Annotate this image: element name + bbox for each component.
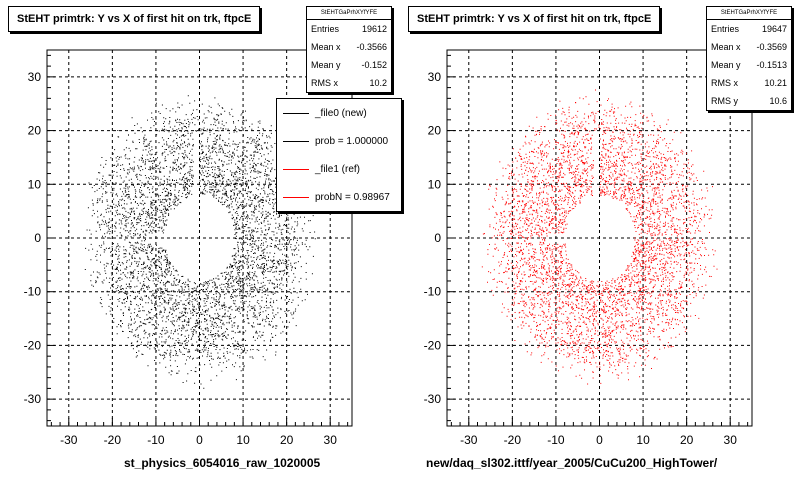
legend-item-file0: _file0 (new)	[277, 99, 401, 127]
legend-swatch	[283, 196, 309, 198]
stats-label: Mean y	[711, 60, 741, 70]
stats-label: Entries	[311, 24, 340, 34]
y-tick-label: 30	[428, 70, 442, 84]
legend-swatch	[283, 168, 309, 170]
x-tick-label: 0	[196, 433, 203, 447]
y-tick-label: -30	[424, 392, 442, 406]
y-tick-label: -10	[424, 285, 442, 299]
y-tick-label: -10	[24, 285, 42, 299]
legend-label: _file1 (ref)	[315, 163, 361, 175]
scatter-points	[481, 89, 718, 385]
legend-swatch	[283, 140, 309, 142]
grid	[47, 50, 352, 426]
x-tick-label: -30	[60, 433, 78, 447]
y-tick-label: 0	[434, 231, 441, 245]
left-panel: -30 -20 -10 0 10 20 30 -30 -20 -10 0 10 20 30 StEHT p…	[8, 6, 402, 470]
legend-item-file1: _file1 (ref)	[277, 155, 401, 183]
stats-row-entries: Entries 19612	[307, 20, 391, 38]
stats-value: -0.3566	[356, 42, 387, 52]
stats-value: 10.21	[764, 78, 787, 88]
legend-swatch	[283, 112, 309, 114]
x-tick-label: 20	[280, 433, 294, 447]
stats-label: Entries	[711, 24, 740, 34]
x-tick-label: -30	[460, 433, 478, 447]
stats-value: -0.1513	[756, 60, 787, 70]
y-tick-label: -20	[24, 338, 42, 352]
legend-label: _file0 (new)	[315, 107, 367, 119]
x-tick-label: -10	[547, 433, 565, 447]
x-tick-label: -10	[147, 433, 165, 447]
stats-label: RMS x	[711, 78, 738, 88]
legend-box: _file0 (new) prob = 1.000000 _file1 (ref…	[276, 98, 402, 212]
stats-row-rms-x: RMS x 10.2	[307, 74, 391, 92]
left-plot-title: StEHT primtrk: Y vs X of first hit on tr…	[8, 6, 261, 32]
right-scatter-plot: -30 -20 -10 0 10 20 30 -30 -20 -10 0 10 20 30	[424, 49, 753, 447]
stats-row-rms-y: RMS y 10.6	[707, 92, 791, 110]
y-tick-label: 0	[34, 231, 41, 245]
y-tick-label: 20	[28, 124, 42, 138]
stats-value: -0.3569	[756, 42, 787, 52]
stats-label: RMS x	[311, 78, 338, 88]
right-x-axis-label: new/daq_sl302.ittf/year_2005/CuCu200_Hig…	[426, 456, 718, 470]
stats-label: Mean x	[711, 42, 741, 52]
y-tick-label: -20	[424, 338, 442, 352]
x-tick-label: 20	[680, 433, 694, 447]
right-panel: -30 -20 -10 0 10 20 30 -30 -20 -10 0 10 20 30 StEHT p…	[400, 0, 800, 480]
left-x-axis-label: st_physics_6054016_raw_1020005	[124, 456, 321, 470]
y-tick-label: 10	[428, 177, 442, 191]
stats-value: 10.6	[769, 96, 787, 106]
stats-label: RMS y	[711, 96, 738, 106]
stats-row-mean-y: Mean y -0.1513	[707, 56, 791, 74]
grid	[447, 50, 752, 426]
y-tick-label: -30	[24, 392, 42, 406]
right-stats-box: StEHTGaPrhXYfYFE Entries 19647 Mean x -0…	[706, 6, 792, 111]
stats-value: -0.152	[361, 60, 387, 70]
stats-value: 19612	[361, 24, 387, 34]
left-stats-box: StEHTGaPrhXYfYFE Entries 19612 Mean x -0…	[306, 6, 392, 93]
stats-value: 10.2	[369, 78, 387, 88]
y-tick-label: 10	[28, 177, 42, 191]
right-plot-title: StEHT primtrk: Y vs X of first hit on tr…	[408, 6, 661, 32]
x-tick-label: 30	[724, 433, 738, 447]
x-tick-label: -20	[104, 433, 122, 447]
y-tick-label: 20	[428, 124, 442, 138]
stats-header: StEHTGaPrhXYfYFE	[307, 7, 391, 20]
x-tick-label: -20	[504, 433, 522, 447]
legend-item-prob: prob = 1.000000	[277, 127, 401, 155]
stats-value: 19647	[761, 24, 787, 34]
stats-row-entries: Entries 19647	[707, 20, 791, 38]
stats-row-mean-x: Mean x -0.3566	[307, 38, 391, 56]
legend-label: probN = 0.98967	[315, 191, 390, 203]
stats-row-mean-x: Mean x -0.3569	[707, 38, 791, 56]
x-tick-label: 0	[596, 433, 603, 447]
stats-label: Mean x	[311, 42, 341, 52]
legend-label: prob = 1.000000	[315, 135, 389, 147]
x-tick-label: 10	[636, 433, 650, 447]
x-tick-label: 10	[236, 433, 250, 447]
stats-label: Mean y	[311, 60, 341, 70]
legend-item-probn: probN = 0.98967	[277, 183, 401, 211]
stats-header: StEHTGaPrhXYfYFE	[707, 7, 791, 20]
stats-row-mean-y: Mean y -0.152	[307, 56, 391, 74]
y-tick-label: 30	[28, 70, 42, 84]
stats-row-rms-x: RMS x 10.21	[707, 74, 791, 92]
x-tick-label: 30	[324, 433, 338, 447]
